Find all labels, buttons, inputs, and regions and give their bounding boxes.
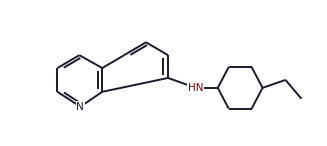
Text: N: N xyxy=(77,102,84,112)
Text: HN: HN xyxy=(188,83,204,93)
